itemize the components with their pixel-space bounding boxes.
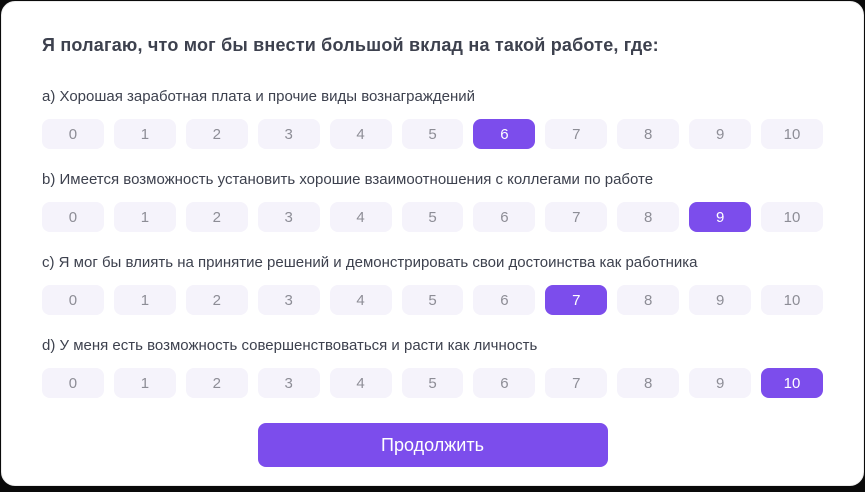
rating-option-5[interactable]: 5 (401, 368, 464, 398)
rating-option-2[interactable]: 2 (185, 202, 248, 232)
rating-option-6-selected[interactable]: 6 (473, 119, 536, 149)
rating-option-4[interactable]: 4 (329, 119, 392, 149)
rating-option-9-selected[interactable]: 9 (689, 202, 752, 232)
rating-option-1[interactable]: 1 (113, 368, 176, 398)
rating-option-6[interactable]: 6 (473, 368, 536, 398)
rating-option-10-selected[interactable]: 10 (761, 368, 823, 398)
rating-option-8[interactable]: 8 (617, 368, 680, 398)
rating-option-4[interactable]: 4 (329, 202, 392, 232)
rating-option-1[interactable]: 1 (113, 285, 176, 315)
rating-option-0[interactable]: 0 (42, 202, 104, 232)
rating-option-9[interactable]: 9 (689, 119, 752, 149)
question-block: c) Я мог бы влиять на принятие решений и… (42, 254, 823, 315)
question-label: d) У меня есть возможность совершенствов… (42, 337, 538, 354)
rating-option-9[interactable]: 9 (689, 285, 752, 315)
rating-option-9[interactable]: 9 (689, 368, 752, 398)
questions-container: a) Хорошая заработная плата и прочие вид… (42, 88, 823, 398)
rating-option-4[interactable]: 4 (329, 285, 392, 315)
rating-option-4[interactable]: 4 (329, 368, 392, 398)
rating-option-10[interactable]: 10 (761, 202, 823, 232)
rating-option-5[interactable]: 5 (401, 119, 464, 149)
rating-option-5[interactable]: 5 (401, 285, 464, 315)
rating-option-5[interactable]: 5 (401, 202, 464, 232)
rating-option-8[interactable]: 8 (617, 202, 680, 232)
rating-option-3[interactable]: 3 (257, 285, 320, 315)
rating-option-7[interactable]: 7 (545, 202, 608, 232)
rating-option-2[interactable]: 2 (185, 368, 248, 398)
rating-option-10[interactable]: 10 (761, 285, 823, 315)
continue-button[interactable]: Продолжить (257, 423, 608, 467)
rating-option-1[interactable]: 1 (113, 202, 176, 232)
rating-option-0[interactable]: 0 (42, 119, 104, 149)
rating-option-0[interactable]: 0 (42, 368, 104, 398)
question-label: b) Имеется возможность установить хороши… (42, 171, 654, 188)
rating-option-2[interactable]: 2 (185, 285, 248, 315)
rating-option-6[interactable]: 6 (473, 285, 536, 315)
question-label: a) Хорошая заработная плата и прочие вид… (42, 88, 476, 105)
rating-option-0[interactable]: 0 (42, 285, 104, 315)
rating-scale: 0 1 2 3 4 5 6 7 8 9 10 (42, 285, 823, 315)
rating-option-8[interactable]: 8 (617, 285, 680, 315)
rating-option-10[interactable]: 10 (761, 119, 823, 149)
question-block: d) У меня есть возможность совершенствов… (42, 337, 823, 398)
rating-scale: 0 1 2 3 4 5 6 7 8 9 10 (42, 368, 823, 398)
survey-title: Я полагаю, что мог бы внести большой вкл… (42, 35, 659, 55)
rating-option-3[interactable]: 3 (257, 368, 320, 398)
rating-option-8[interactable]: 8 (617, 119, 680, 149)
rating-option-7[interactable]: 7 (545, 368, 608, 398)
rating-option-7-selected[interactable]: 7 (545, 285, 608, 315)
rating-option-7[interactable]: 7 (545, 119, 608, 149)
rating-option-2[interactable]: 2 (185, 119, 248, 149)
rating-option-3[interactable]: 3 (257, 202, 320, 232)
question-block: a) Хорошая заработная плата и прочие вид… (42, 88, 823, 149)
question-block: b) Имеется возможность установить хороши… (42, 171, 823, 232)
rating-option-3[interactable]: 3 (257, 119, 320, 149)
rating-scale: 0 1 2 3 4 5 6 7 8 9 10 (42, 119, 823, 149)
rating-option-1[interactable]: 1 (113, 119, 176, 149)
rating-scale: 0 1 2 3 4 5 6 7 8 9 10 (42, 202, 823, 232)
question-label: c) Я мог бы влиять на принятие решений и… (42, 254, 698, 271)
rating-option-6[interactable]: 6 (473, 202, 536, 232)
